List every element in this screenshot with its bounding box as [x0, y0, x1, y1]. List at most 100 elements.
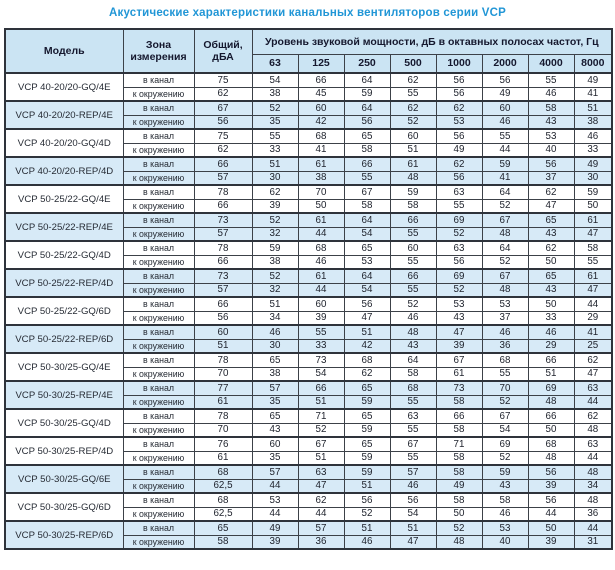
band-value-cell-2000: 52 [481, 450, 529, 466]
band-value-cell-500: 47 [389, 534, 437, 550]
band-value-cell-500: 64 [389, 352, 437, 368]
zone-cell-ambient: к окружению [122, 142, 195, 158]
band-value-cell-125: 60 [297, 100, 345, 116]
band-value-cell-2000: 54 [481, 422, 529, 438]
band-value-cell-500: 57 [389, 464, 437, 480]
band-value-cell-1000: 61 [435, 366, 483, 382]
band-value-cell-1000: 67 [435, 352, 483, 368]
zone-cell-ambient: к окружению [122, 450, 195, 466]
zone-cell-duct: в канал [122, 492, 195, 508]
band-value-cell-125: 36 [297, 534, 345, 550]
band-value-cell-8000: 38 [573, 114, 613, 130]
band-value-cell-2000: 46 [481, 506, 529, 522]
band-value-cell-250: 59 [343, 450, 391, 466]
total-dba-cell: 62 [193, 86, 253, 102]
band-value-cell-125: 52 [297, 422, 345, 438]
table-row-duct: VCP 50-25/22-GQ/4D в канал 78 59 68 65 60 63 64 6… [4, 240, 613, 270]
band-value-cell-125: 68 [297, 128, 345, 144]
band-value-cell-63: 55 [251, 128, 299, 144]
band-value-cell-63: 39 [251, 198, 299, 214]
band-value-cell-4000: 48 [527, 394, 575, 410]
column-header-freq-125: 125 [297, 53, 345, 74]
band-value-cell-2000: 59 [481, 156, 529, 172]
band-value-cell-500: 68 [389, 380, 437, 396]
band-value-cell-500: 61 [389, 156, 437, 172]
total-dba-cell: 70 [193, 422, 253, 438]
band-value-cell-250: 59 [343, 464, 391, 480]
total-dba-cell: 65 [193, 520, 253, 536]
band-value-cell-250: 55 [343, 170, 391, 186]
band-value-cell-4000: 51 [527, 366, 575, 382]
band-value-cell-8000: 44 [573, 296, 613, 312]
table-row-duct: VCP 40-20/20-GQ/4D в канал 75 55 68 65 60 56 55 5… [4, 128, 613, 158]
band-value-cell-63: 35 [251, 114, 299, 130]
band-value-cell-1000: 55 [435, 198, 483, 214]
band-value-cell-2000: 46 [481, 114, 529, 130]
total-dba-cell: 57 [193, 282, 253, 298]
band-value-cell-8000: 30 [573, 170, 613, 186]
table-row-ambient: к окружению 61 35 51 59 55 58 52 48 44 [5, 394, 613, 410]
total-dba-cell: 51 [193, 338, 253, 354]
table-row-duct: VCP 50-30/25-REP/4E в канал 77 57 66 65 68 73 70… [4, 380, 613, 410]
total-dba-cell: 61 [193, 450, 253, 466]
band-value-cell-125: 51 [297, 394, 345, 410]
band-value-cell-63: 52 [251, 100, 299, 116]
zone-cell-duct: в канал [122, 408, 195, 424]
band-value-cell-1000: 58 [435, 394, 483, 410]
zone-cell-ambient: к окружению [122, 534, 195, 550]
band-value-cell-500: 55 [389, 450, 437, 466]
total-dba-cell: 62,5 [193, 478, 253, 494]
band-value-cell-250: 52 [343, 506, 391, 522]
zone-cell-ambient: к окружению [122, 478, 195, 494]
band-value-cell-2000: 64 [481, 240, 529, 256]
band-value-cell-2000: 48 [481, 282, 529, 298]
band-value-cell-250: 56 [343, 296, 391, 312]
zone-cell-duct: в канал [122, 100, 195, 116]
column-header-model: Модель [4, 28, 124, 74]
total-dba-cell: 73 [193, 268, 253, 284]
band-value-cell-8000: 62 [573, 408, 613, 424]
band-value-cell-250: 65 [343, 436, 391, 452]
band-value-cell-1000: 47 [435, 324, 483, 340]
table-row-duct: VCP 50-25/22-GQ/6D в канал 66 51 60 56 52 53 53 5… [4, 296, 613, 326]
band-value-cell-125: 67 [297, 436, 345, 452]
band-value-cell-2000: 49 [481, 86, 529, 102]
band-value-cell-1000: 56 [435, 128, 483, 144]
band-value-cell-1000: 62 [435, 156, 483, 172]
column-header-octave-bands: Уровень звуковой мощности, дБ в октавных… [251, 28, 613, 55]
band-value-cell-250: 65 [343, 408, 391, 424]
table-row-ambient: к окружению 62 33 41 58 51 49 44 40 33 [5, 142, 613, 158]
band-value-cell-1000: 66 [435, 408, 483, 424]
band-value-cell-4000: 50 [527, 520, 575, 536]
table-row-duct: VCP 40-20/20-REP/4E в канал 67 52 60 64 62 62 60… [4, 100, 613, 130]
band-value-cell-250: 65 [343, 128, 391, 144]
band-value-cell-500: 55 [389, 86, 437, 102]
band-value-cell-250: 47 [343, 310, 391, 326]
band-value-cell-63: 52 [251, 212, 299, 228]
band-value-cell-125: 61 [297, 156, 345, 172]
band-value-cell-500: 48 [389, 170, 437, 186]
band-value-cell-1000: 58 [435, 450, 483, 466]
band-value-cell-500: 58 [389, 198, 437, 214]
band-value-cell-63: 38 [251, 86, 299, 102]
band-value-cell-1000: 53 [435, 296, 483, 312]
band-value-cell-250: 54 [343, 282, 391, 298]
table-row-ambient: к окружению 62,5 44 44 52 54 50 46 44 36 [5, 506, 613, 522]
zone-cell-duct: в канал [122, 156, 195, 172]
table-row-ambient: к окружению 61 35 51 59 55 58 52 48 44 [5, 450, 613, 466]
band-value-cell-2000: 40 [481, 534, 529, 550]
band-value-cell-8000: 48 [573, 492, 613, 508]
band-value-cell-1000: 56 [435, 170, 483, 186]
band-value-cell-63: 34 [251, 310, 299, 326]
band-value-cell-2000: 70 [481, 380, 529, 396]
band-value-cell-4000: 56 [527, 492, 575, 508]
band-value-cell-500: 62 [389, 100, 437, 116]
zone-cell-ambient: к окружению [122, 366, 195, 382]
band-value-cell-2000: 60 [481, 100, 529, 116]
band-value-cell-125: 61 [297, 212, 345, 228]
band-value-cell-8000: 47 [573, 366, 613, 382]
band-value-cell-500: 54 [389, 506, 437, 522]
band-value-cell-4000: 50 [527, 254, 575, 270]
band-value-cell-63: 38 [251, 366, 299, 382]
band-value-cell-4000: 46 [527, 86, 575, 102]
